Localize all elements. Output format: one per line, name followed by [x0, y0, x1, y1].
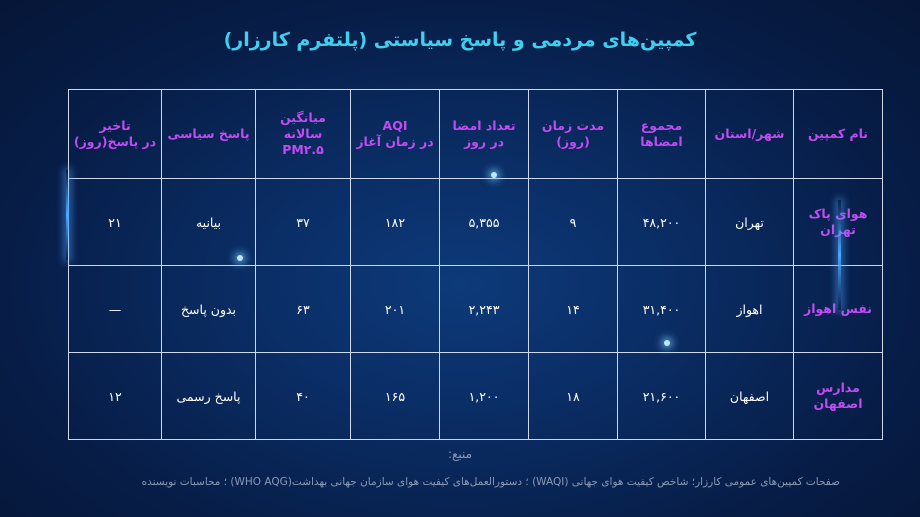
cell-total-signatures: ۳۱,۴۰۰ — [617, 265, 706, 353]
cell-signatures-per-day: ۱,۲۰۰ — [439, 352, 529, 440]
table-header-row: نام کمپین شهر/استان مجموع امضاها مدت زمان… — [68, 89, 883, 179]
cell-pm25: ۶۳ — [255, 265, 351, 353]
cell-total-signatures: ۲۱,۶۰۰ — [617, 352, 706, 440]
header-duration: مدت زمان (روز) — [528, 89, 618, 179]
page-title: کمپین‌های مردمی و پاسخ سیاستی (پلتفرم کا… — [223, 29, 697, 51]
cell-signatures-per-day: ۵,۳۵۵ — [439, 178, 529, 266]
glow-sparkle — [664, 340, 670, 346]
edge-glow — [66, 170, 69, 260]
cell-city: اصفهان — [705, 352, 794, 440]
cell-city: اهواز — [705, 265, 794, 353]
cell-delay: ۲۱ — [68, 178, 162, 266]
header-response-delay: تاخیر در پاسخ(روز) — [68, 89, 162, 179]
cell-response: بیانیه — [161, 178, 256, 266]
cell-aqi: ۱۸۲ — [350, 178, 440, 266]
edge-glow — [838, 200, 841, 310]
header-signatures-per-day: تعداد امضا در روز — [439, 89, 529, 179]
cell-delay: — — [68, 265, 162, 353]
source-label: منبع: — [447, 447, 473, 461]
header-political-response: پاسخ سیاسی — [161, 89, 256, 179]
campaign-table: نام کمپین شهر/استان مجموع امضاها مدت زمان… — [68, 89, 883, 440]
cell-response: بدون پاسخ — [161, 265, 256, 353]
cell-response: پاسخ رسمی — [161, 352, 256, 440]
cell-aqi: ۲۰۱ — [350, 265, 440, 353]
cell-pm25: ۳۷ — [255, 178, 351, 266]
cell-pm25: ۴۰ — [255, 352, 351, 440]
cell-campaign-name: مدارس اصفهان — [793, 352, 883, 440]
header-aqi-at-start: AQI در زمان آغاز — [350, 89, 440, 179]
cell-duration: ۱۴ — [528, 265, 618, 353]
glow-sparkle — [237, 255, 243, 261]
cell-total-signatures: ۴۸,۲۰۰ — [617, 178, 706, 266]
table-row: نفس اهواز اهواز ۳۱,۴۰۰ ۱۴ ۲,۲۴۳ ۲۰۱ ۶۳ ب… — [68, 265, 883, 353]
source-text: صفحات کمپین‌های عمومی کارزار؛ شاخص کیفیت… — [141, 476, 840, 488]
header-city: شهر/استان — [705, 89, 794, 179]
header-total-signatures: مجموع امضاها — [617, 89, 706, 179]
header-campaign-name: نام کمپین — [793, 89, 883, 179]
cell-duration: ۱۸ — [528, 352, 618, 440]
cell-duration: ۹ — [528, 178, 618, 266]
glow-sparkle — [491, 172, 497, 178]
table-row: مدارس اصفهان اصفهان ۲۱,۶۰۰ ۱۸ ۱,۲۰۰ ۱۶۵ ۴… — [68, 352, 883, 440]
header-annual-pm25: میانگین سالانه PM۲.۵ — [255, 89, 351, 179]
cell-aqi: ۱۶۵ — [350, 352, 440, 440]
campaign-table-container: نام کمپین شهر/استان مجموع امضاها مدت زمان… — [68, 89, 883, 440]
cell-signatures-per-day: ۲,۲۴۳ — [439, 265, 529, 353]
cell-delay: ۱۲ — [68, 352, 162, 440]
cell-city: تهران — [705, 178, 794, 266]
